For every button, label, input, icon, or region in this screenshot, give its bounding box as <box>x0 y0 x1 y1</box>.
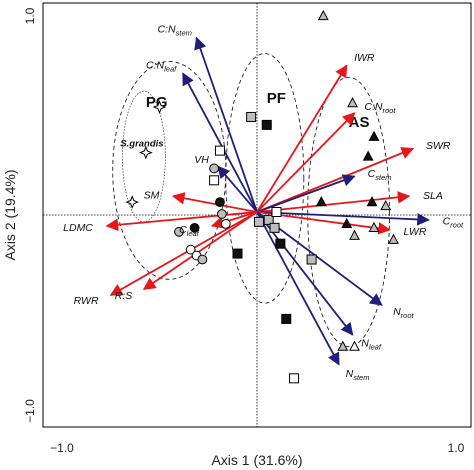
site-points <box>125 9 399 384</box>
vector-label-swr-4: SWR <box>426 140 451 152</box>
y-tick-label-min: −1.0 <box>23 399 37 423</box>
point-pf-16 <box>232 248 243 259</box>
vector-label-c-root-7: Croot <box>443 215 464 229</box>
point-pg-0 <box>152 100 167 114</box>
point-as-37 <box>349 340 360 351</box>
vector-rwr-17 <box>109 211 258 296</box>
group-sublabel-s-grandis: S.grandis <box>120 139 163 150</box>
point-pf-22 <box>289 373 300 384</box>
point-pg-1 <box>139 145 153 160</box>
vector-label-sm-13: SM <box>144 189 160 201</box>
vector-label-n-leaf-10: Nleaf <box>361 338 382 352</box>
group-label-pf: PF <box>267 90 286 107</box>
vector-label-n-stem-11: Nstem <box>346 368 370 382</box>
point-pf-12 <box>246 111 257 122</box>
point-pg-circles-7 <box>174 226 184 237</box>
vector-sm-13 <box>171 192 258 213</box>
vector-c-n-leaf-1 <box>182 72 258 213</box>
vector-label-subscript: root <box>382 106 396 115</box>
vector-label-rwr-17: RWR <box>74 295 99 307</box>
point-pg-circles-3 <box>209 163 220 174</box>
y-tick-label-max: 1.0 <box>23 7 37 24</box>
vector-label-subscript: leaf <box>369 343 382 352</box>
point-pf-15 <box>209 175 220 186</box>
point-as-29 <box>315 196 327 207</box>
point-as-25 <box>317 9 329 21</box>
point-as-35 <box>368 221 380 232</box>
point-pg-circles-6 <box>189 222 200 233</box>
vector-label-r-s-16: R:S <box>115 290 133 302</box>
point-as-28 <box>362 150 374 161</box>
vector-ldmc-14 <box>105 211 258 232</box>
point-pg-circles-5 <box>217 209 227 219</box>
point-as-26 <box>347 97 358 108</box>
point-pg-circles-10 <box>197 254 208 265</box>
vector-label-subscript: stem <box>375 173 391 182</box>
vector-label-subscript: leaf <box>187 229 200 238</box>
vector-iwr-2 <box>256 64 348 213</box>
vector-c-n-stem-0 <box>194 36 258 213</box>
vector-vh-12 <box>217 165 258 213</box>
x-tick-label-min: −1.0 <box>50 441 74 455</box>
vector-label-c-n-stem-0: C:Nstem <box>158 23 192 37</box>
point-as-27 <box>368 130 380 141</box>
point-as-30 <box>366 196 378 207</box>
point-pg-circles-4 <box>215 197 225 208</box>
vector-sla-6 <box>256 191 411 213</box>
point-pf-17 <box>253 216 264 227</box>
point-pg-circles-8 <box>185 244 196 255</box>
vector-swr-4 <box>256 147 415 213</box>
vector-label-subscript: leaf <box>164 65 177 74</box>
point-as-31 <box>380 199 392 211</box>
point-as-34 <box>388 233 399 244</box>
point-pg-2 <box>125 195 140 209</box>
vector-label-subscript: stem <box>353 373 369 382</box>
vector-c-stem-5 <box>256 174 356 213</box>
vector-c-leaf-15 <box>210 211 258 229</box>
vector-label-c-n-root-3: C:Nroot <box>364 101 396 115</box>
point-pf-19 <box>271 207 282 217</box>
point-pf-14 <box>214 145 225 156</box>
x-tick-label-max: 1.0 <box>448 441 465 455</box>
vector-label-vh-12: VH <box>194 154 209 166</box>
point-as-33 <box>349 229 360 240</box>
point-pf-13 <box>261 119 272 130</box>
vector-label-subscript: root <box>401 311 415 320</box>
vector-labels: C:NstemC:NleafIWRC:NrootSWRCstemSLACroot… <box>63 23 464 382</box>
vector-label-iwr-2: IWR <box>354 52 375 64</box>
vector-label-sla-6: SLA <box>423 190 443 202</box>
point-as-32 <box>341 217 353 228</box>
vector-r-s-16 <box>142 211 258 290</box>
point-pg-circles-11 <box>220 218 231 229</box>
vector-c-root-7 <box>256 211 430 226</box>
group-ellipse-pg <box>112 61 227 280</box>
vector-label-ldmc-14: LDMC <box>63 222 93 234</box>
point-pf-18 <box>263 214 274 225</box>
group-ellipse-as <box>307 76 391 348</box>
point-as-36 <box>337 340 349 351</box>
vector-label-lwr-8: LWR <box>403 226 426 238</box>
vector-label-n-root-9: Nroot <box>393 306 414 320</box>
vector-label-subscript: stem <box>176 28 192 37</box>
vector-c-n-root-3 <box>256 112 356 213</box>
point-pf-23 <box>306 254 317 265</box>
loading-vectors <box>105 36 430 366</box>
point-pf-24 <box>275 238 286 249</box>
point-pf-20 <box>269 222 280 233</box>
y-axis-title: Axis 2 (19.4%) <box>2 169 18 260</box>
x-axis-title: Axis 1 (31.6%) <box>211 452 302 468</box>
group-ellipse-pf <box>225 53 305 304</box>
vector-label-subscript: root <box>450 220 464 229</box>
vector-n-stem-11 <box>256 211 340 366</box>
point-pf-21 <box>281 313 292 324</box>
